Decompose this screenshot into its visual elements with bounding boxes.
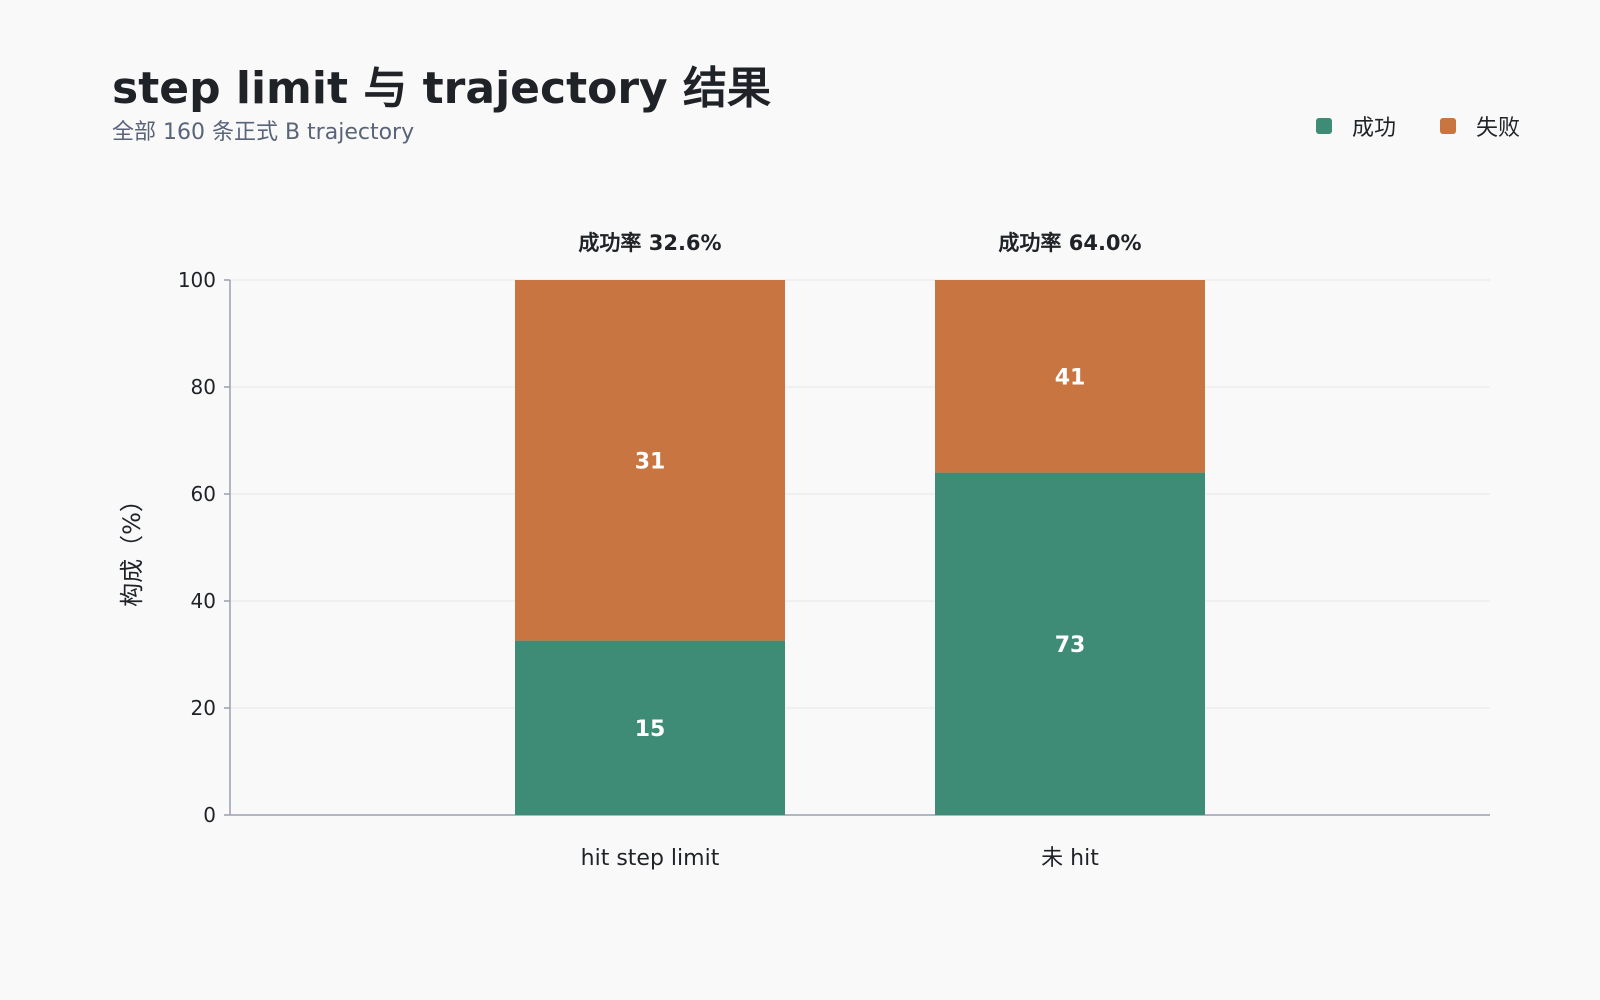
legend-item-success: 成功 xyxy=(1315,110,1396,142)
legend: 成功 失败 xyxy=(1315,110,1520,142)
y-tick-label: 80 xyxy=(191,375,216,399)
data-label-failure: 31 xyxy=(635,449,666,474)
y-tick-label: 60 xyxy=(191,482,216,506)
y-tick-label: 100 xyxy=(178,268,216,292)
chart-subtitle: 全部 160 条正式 B trajectory xyxy=(112,120,415,145)
legend-swatch-failure xyxy=(1439,118,1456,134)
bar-segment-failure xyxy=(515,280,785,641)
legend-swatch-success xyxy=(1315,118,1332,134)
legend-label-success: 成功 xyxy=(1351,116,1396,141)
bar-segment-success xyxy=(515,640,785,815)
y-tick-label: 20 xyxy=(191,696,216,720)
data-label-success: 73 xyxy=(1055,633,1086,658)
chart-title: step limit 与 trajectory 结果 xyxy=(112,63,772,114)
legend-label-failure: 失败 xyxy=(1475,116,1520,141)
y-tick-label: 0 xyxy=(203,803,216,827)
x-tick-label: hit step limit xyxy=(581,846,720,871)
success-rate-annotation: 成功率 32.6% xyxy=(578,231,721,255)
bar-segment-failure xyxy=(935,280,1205,473)
success-rate-annotation: 成功率 64.0% xyxy=(998,231,1141,255)
bar-segment-success xyxy=(935,472,1205,815)
legend-item-failure: 失败 xyxy=(1439,110,1520,142)
data-label-failure: 41 xyxy=(1055,365,1086,390)
y-tick-label: 40 xyxy=(191,589,216,613)
y-axis-label: 构成（%） xyxy=(118,488,146,607)
data-label-success: 15 xyxy=(635,717,666,742)
x-tick-label: 未 hit xyxy=(1041,846,1099,871)
